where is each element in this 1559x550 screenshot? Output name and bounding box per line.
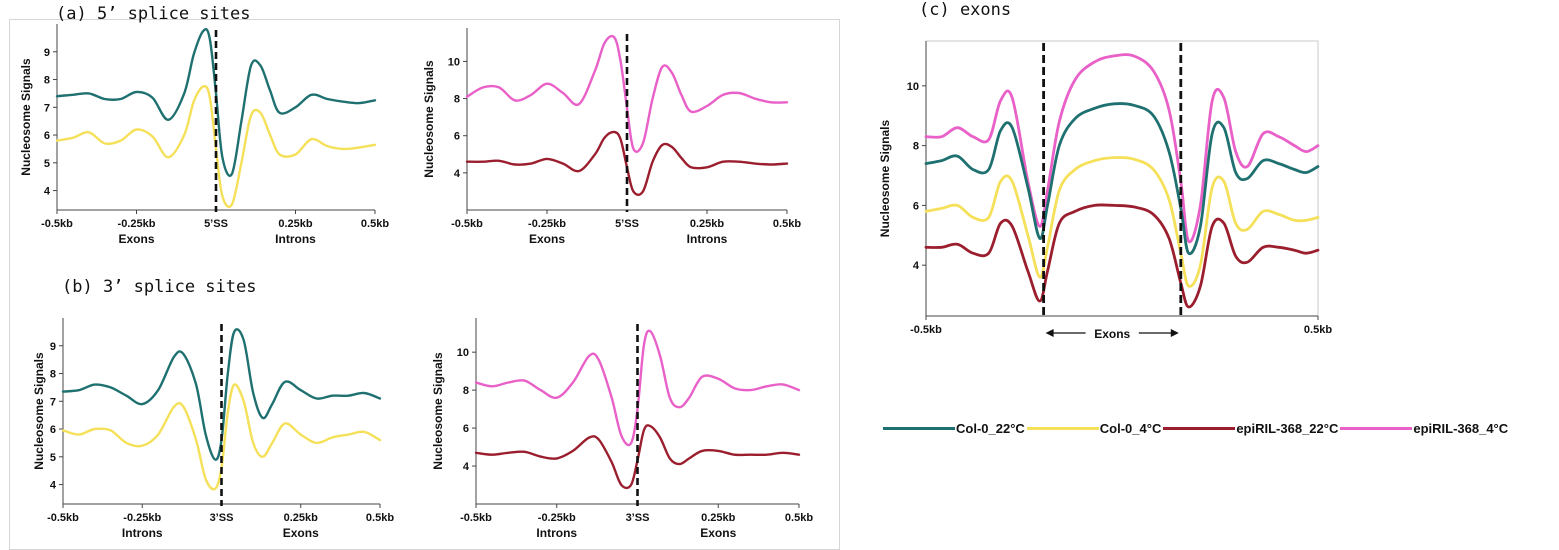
x-tick-label: 0.5kb [366, 512, 394, 524]
series-line [924, 102, 1320, 256]
y-tick-label: 4 [50, 480, 57, 492]
y-tick-label: 10 [907, 81, 919, 93]
x-tick-label: -0.25kb [123, 512, 161, 524]
center-label: 3’SS [626, 512, 650, 524]
y-tick-label: 6 [454, 131, 460, 143]
y-tick-label: 4 [913, 260, 920, 272]
center-label: Exons [1094, 327, 1130, 341]
y-tick-label: 6 [50, 424, 56, 436]
x-tick-label: 0.5kb [773, 218, 801, 230]
legend-item-epiril-4: epiRIL-368_4°C [1340, 421, 1510, 436]
x-tick-label: -0.25kb [528, 218, 566, 230]
series-line [924, 53, 1320, 244]
region-label: Exons [529, 232, 565, 246]
region-label: Introns [275, 232, 316, 246]
legend-swatch [1163, 426, 1236, 430]
region-label: Introns [687, 232, 728, 246]
series-line [465, 130, 789, 197]
y-tick-label: 6 [463, 423, 469, 435]
legend: Col-0_22°C Col-0_4°C epiRIL-368_22°C epi… [883, 414, 1510, 442]
y-tick-label: 7 [50, 396, 56, 408]
y-axis-label: Nucleosome Signals [32, 352, 46, 470]
y-tick-label: 5 [44, 158, 50, 170]
series-line [924, 156, 1320, 288]
legend-swatch [1340, 426, 1413, 430]
y-tick-label: 4 [44, 186, 51, 198]
y-tick-label: 9 [44, 47, 50, 59]
y-tick-label: 7 [44, 102, 50, 114]
y-tick-label: 8 [463, 385, 469, 397]
region-label: Introns [122, 526, 163, 540]
y-tick-label: 8 [913, 141, 919, 153]
series-line [61, 328, 382, 461]
x-tick-label: -0.5kb [460, 512, 492, 524]
x-tick-label: 0.5kb [361, 218, 389, 230]
plot-frame [925, 40, 1319, 317]
y-tick-label: 10 [448, 56, 460, 68]
legend-label: Col-0_22°C [956, 420, 1025, 436]
region-label: Exons [283, 526, 319, 540]
y-axis-label: Nucleosome Signals [422, 60, 436, 178]
series-line [61, 383, 382, 491]
legend-item-epiril-22: epiRIL-368_22°C [1163, 421, 1340, 436]
x-tick-label: -0.5kb [47, 512, 79, 524]
series-line [55, 28, 377, 177]
legend-label: Col-0_4°C [1099, 420, 1162, 436]
y-axis-label: Nucleosome Signals [431, 352, 445, 470]
legend-swatch [883, 426, 955, 430]
y-tick-label: 8 [50, 369, 56, 381]
x-tick-label: 0.25kb [284, 512, 319, 524]
region-label: Introns [536, 526, 577, 540]
legend-label: epiRIL-368_4°C [1413, 420, 1509, 436]
legend-item-col0-4: Col-0_4°C [1026, 420, 1164, 436]
y-axis-label: Nucleosome Signals [19, 58, 33, 176]
caption-a: (a) 5’ splice sites [56, 4, 251, 24]
y-tick-label: 8 [44, 75, 50, 87]
x-tick-label: 0.25kb [278, 218, 313, 230]
y-tick-label: 6 [913, 200, 919, 212]
series-line [55, 84, 377, 208]
series-line [924, 203, 1320, 309]
x-tick-label: -0.5kb [41, 218, 73, 230]
caption-b: (b) 3’ splice sites [62, 277, 257, 297]
series-line [474, 424, 801, 490]
legend-label: epiRIL-368_22°C [1236, 420, 1339, 436]
y-tick-label: 6 [44, 130, 50, 142]
legend-item-col0-22: Col-0_22°C [883, 421, 1027, 436]
x-tick-label: 0.5kb [785, 512, 813, 524]
series-line [465, 34, 789, 153]
center-label: 5’SS [615, 218, 639, 230]
exon-span-arrowhead-right [1170, 329, 1179, 337]
y-axis-label: Nucleosome Signals [878, 119, 892, 237]
x-tick-label: -0.25kb [538, 512, 576, 524]
x-tick-label: -0.5kb [910, 324, 942, 336]
y-tick-label: 5 [50, 452, 56, 464]
y-tick-label: 9 [50, 341, 56, 353]
x-tick-label: 0.25kb [690, 218, 725, 230]
x-tick-label: 0.5kb [1304, 324, 1332, 336]
x-tick-label: -0.25kb [118, 218, 156, 230]
caption-c: (c) exons [919, 0, 1012, 20]
y-tick-label: 4 [463, 461, 470, 473]
y-tick-label: 4 [454, 168, 461, 180]
region-label: Exons [118, 232, 154, 246]
x-tick-label: 0.25kb [701, 512, 736, 524]
legend-swatch [1026, 426, 1099, 430]
center-label: 5’SS [204, 218, 228, 230]
exon-span-arrowhead-left [1045, 329, 1054, 337]
center-label: 3’SS [210, 512, 234, 524]
x-tick-label: -0.5kb [451, 218, 483, 230]
series-line [474, 329, 801, 447]
y-tick-label: 10 [457, 347, 469, 359]
y-tick-label: 8 [454, 94, 460, 106]
region-label: Exons [700, 526, 736, 540]
